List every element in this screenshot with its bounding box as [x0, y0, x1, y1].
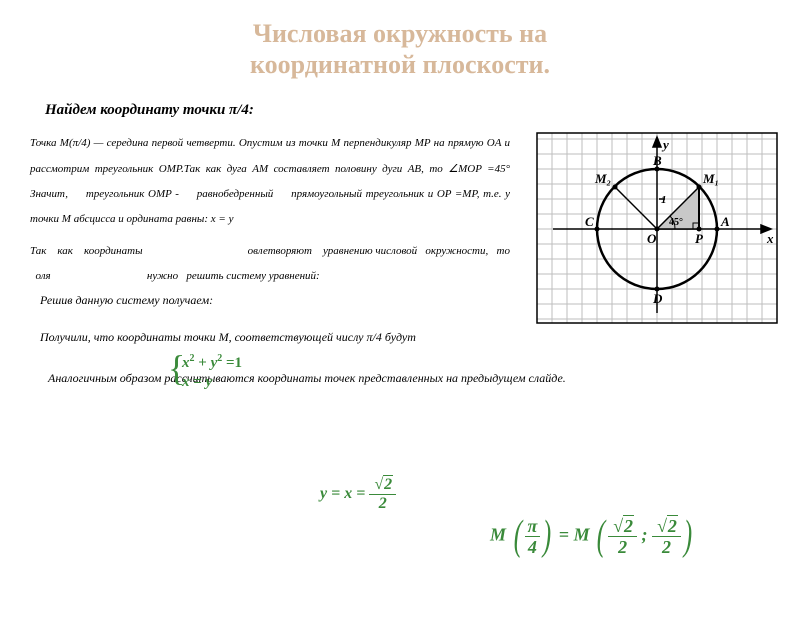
paren-left-icon-2: ( [597, 520, 605, 554]
svg-text:D: D [652, 291, 663, 306]
subtitle: Найдем координату точки π/4: [45, 102, 800, 119]
page-title: Числовая окружность на координатной плос… [0, 18, 800, 80]
paren-right-icon-2: ) [684, 520, 692, 554]
unit-circle-diagram: y x A B C D O P M₁ M₂ 1 45° [535, 131, 780, 326]
svg-text:A: A [720, 214, 730, 229]
content-area: Точка M(π/4) — середина первой четверти.… [0, 131, 800, 386]
equation-system: { x2 + y2 =1 x = y [182, 353, 242, 391]
fraction-sqrt2-2-b: 22 [652, 517, 681, 556]
final-text: Аналогичным образом рассчитываются коорд… [48, 371, 780, 386]
paren-left-icon: ( [513, 520, 521, 554]
equation-result: y = x = 22 [320, 477, 396, 512]
M-label: M [490, 525, 506, 545]
eq-line-2: x = y [182, 374, 242, 391]
svg-text:1: 1 [661, 194, 667, 206]
title-line-2: координатной плоскости. [250, 50, 550, 79]
svg-text:M₂: M₂ [594, 171, 611, 186]
fraction-sqrt2-2: 22 [369, 477, 396, 512]
svg-text:y: y [661, 137, 669, 152]
svg-text:45°: 45° [669, 217, 683, 228]
svg-text:B: B [652, 153, 662, 168]
yx-label: y = x = [320, 486, 369, 503]
result-text: Получили, что координаты точки M, соотве… [40, 330, 780, 345]
fraction-sqrt2-2-a: 22 [608, 517, 637, 556]
eq-line-1: x2 + y2 =1 [182, 353, 242, 372]
svg-text:M₁: M₁ [702, 171, 719, 186]
paren-right-icon: ) [543, 520, 551, 554]
svg-text:P: P [695, 231, 704, 246]
svg-text:x: x [766, 231, 774, 246]
svg-text:O: O [647, 231, 657, 246]
body-paragraph-1: Точка M(π/4) — середина первой четверти.… [30, 131, 510, 232]
equation-coord: M (π4) = M (22 ; 22) [490, 517, 695, 556]
title-line-1: Числовая окружность на [253, 19, 547, 48]
fraction-pi-4: π4 [525, 517, 541, 556]
brace-icon: { [168, 347, 185, 389]
body-paragraph-2: Так как координаты овлетворяют уравнению… [30, 239, 510, 290]
svg-text:C: C [585, 214, 594, 229]
